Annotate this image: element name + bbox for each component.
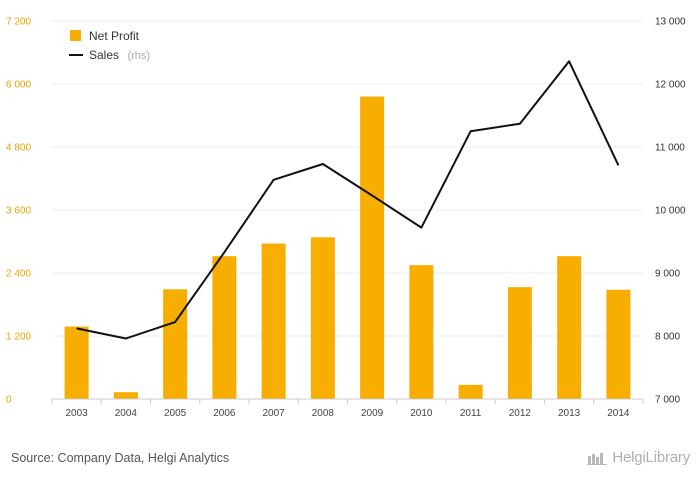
legend-sales-suffix: (rhs): [127, 50, 150, 62]
y-left-tick-label: 6 000: [6, 80, 31, 91]
y-right-tick-label: 12 000: [655, 80, 686, 91]
legend-label-net-profit: Net Profit: [89, 29, 140, 43]
y-right-tick-label: 13 000: [655, 17, 686, 28]
combo-chart: 0 1 200 2 400 3 600 4 800 6 000 7 200 7 000 8 00…: [6, 17, 686, 420]
x-tick-label: 2009: [361, 408, 384, 419]
net-profit-bar: [606, 289, 631, 399]
net-profit-bar: [360, 96, 385, 399]
net-profit-bar: [409, 265, 434, 399]
y-left-tick-label: 3 600: [6, 206, 31, 217]
y-left-tick-label: 4 800: [6, 143, 31, 154]
net-profit-bars: [64, 96, 631, 399]
net-profit-bar: [212, 256, 237, 399]
y-left-tick-label: 7 200: [6, 17, 31, 28]
y-right-tick-label: 11 000: [655, 143, 685, 154]
net-profit-bar: [507, 287, 532, 399]
net-profit-bar: [163, 289, 188, 399]
net-profit-bar: [113, 392, 138, 399]
library-logo-icon: [587, 452, 608, 465]
net-profit-bar: [261, 243, 286, 399]
net-profit-bar: [310, 237, 335, 399]
brand-logo: HelgiLibrary: [587, 449, 690, 466]
x-tick-label: 2014: [607, 408, 630, 419]
source-note: Source: Company Data, Helgi Analytics: [11, 451, 230, 465]
gridlines: [52, 20, 643, 337]
sales-line-series: [76, 60, 620, 340]
net-profit-bar: [458, 384, 483, 399]
y-left-tick-label: 2 400: [6, 269, 31, 280]
x-tick-label: 2003: [66, 408, 89, 419]
brand-name: HelgiLibrary: [612, 449, 690, 466]
y-right-tick-label: 10 000: [655, 206, 686, 217]
x-tick-label: 2004: [115, 408, 138, 419]
sales-line: [76, 60, 620, 340]
legend: Net Profit Sales (rhs): [69, 29, 150, 63]
legend-swatch-net-profit: [70, 30, 81, 41]
y-right-tick-label: 8 000: [655, 332, 680, 343]
x-tick-label: 2006: [213, 408, 236, 419]
net-profit-bar: [64, 326, 89, 399]
x-tick-label: 2012: [509, 408, 532, 419]
x-tick-label: 2013: [558, 408, 581, 419]
x-tick-label: 2010: [410, 408, 433, 419]
y-right-tick-label: 7 000: [655, 395, 680, 406]
legend-label-sales: Sales (rhs): [89, 46, 150, 63]
x-tick-label: 2008: [312, 408, 335, 419]
x-tick-label: 2005: [164, 408, 187, 419]
net-profit-bar: [557, 256, 582, 399]
x-tick-label: 2011: [460, 408, 482, 419]
x-tick-label: 2007: [263, 408, 286, 419]
y-left-tick-label: 1 200: [6, 332, 31, 343]
y-right-tick-label: 9 000: [655, 269, 680, 280]
legend-sales-name: Sales: [89, 48, 119, 62]
axes: 0 1 200 2 400 3 600 4 800 6 000 7 200 7 000 8 00…: [6, 17, 686, 420]
y-left-tick-label: 0: [6, 395, 12, 406]
